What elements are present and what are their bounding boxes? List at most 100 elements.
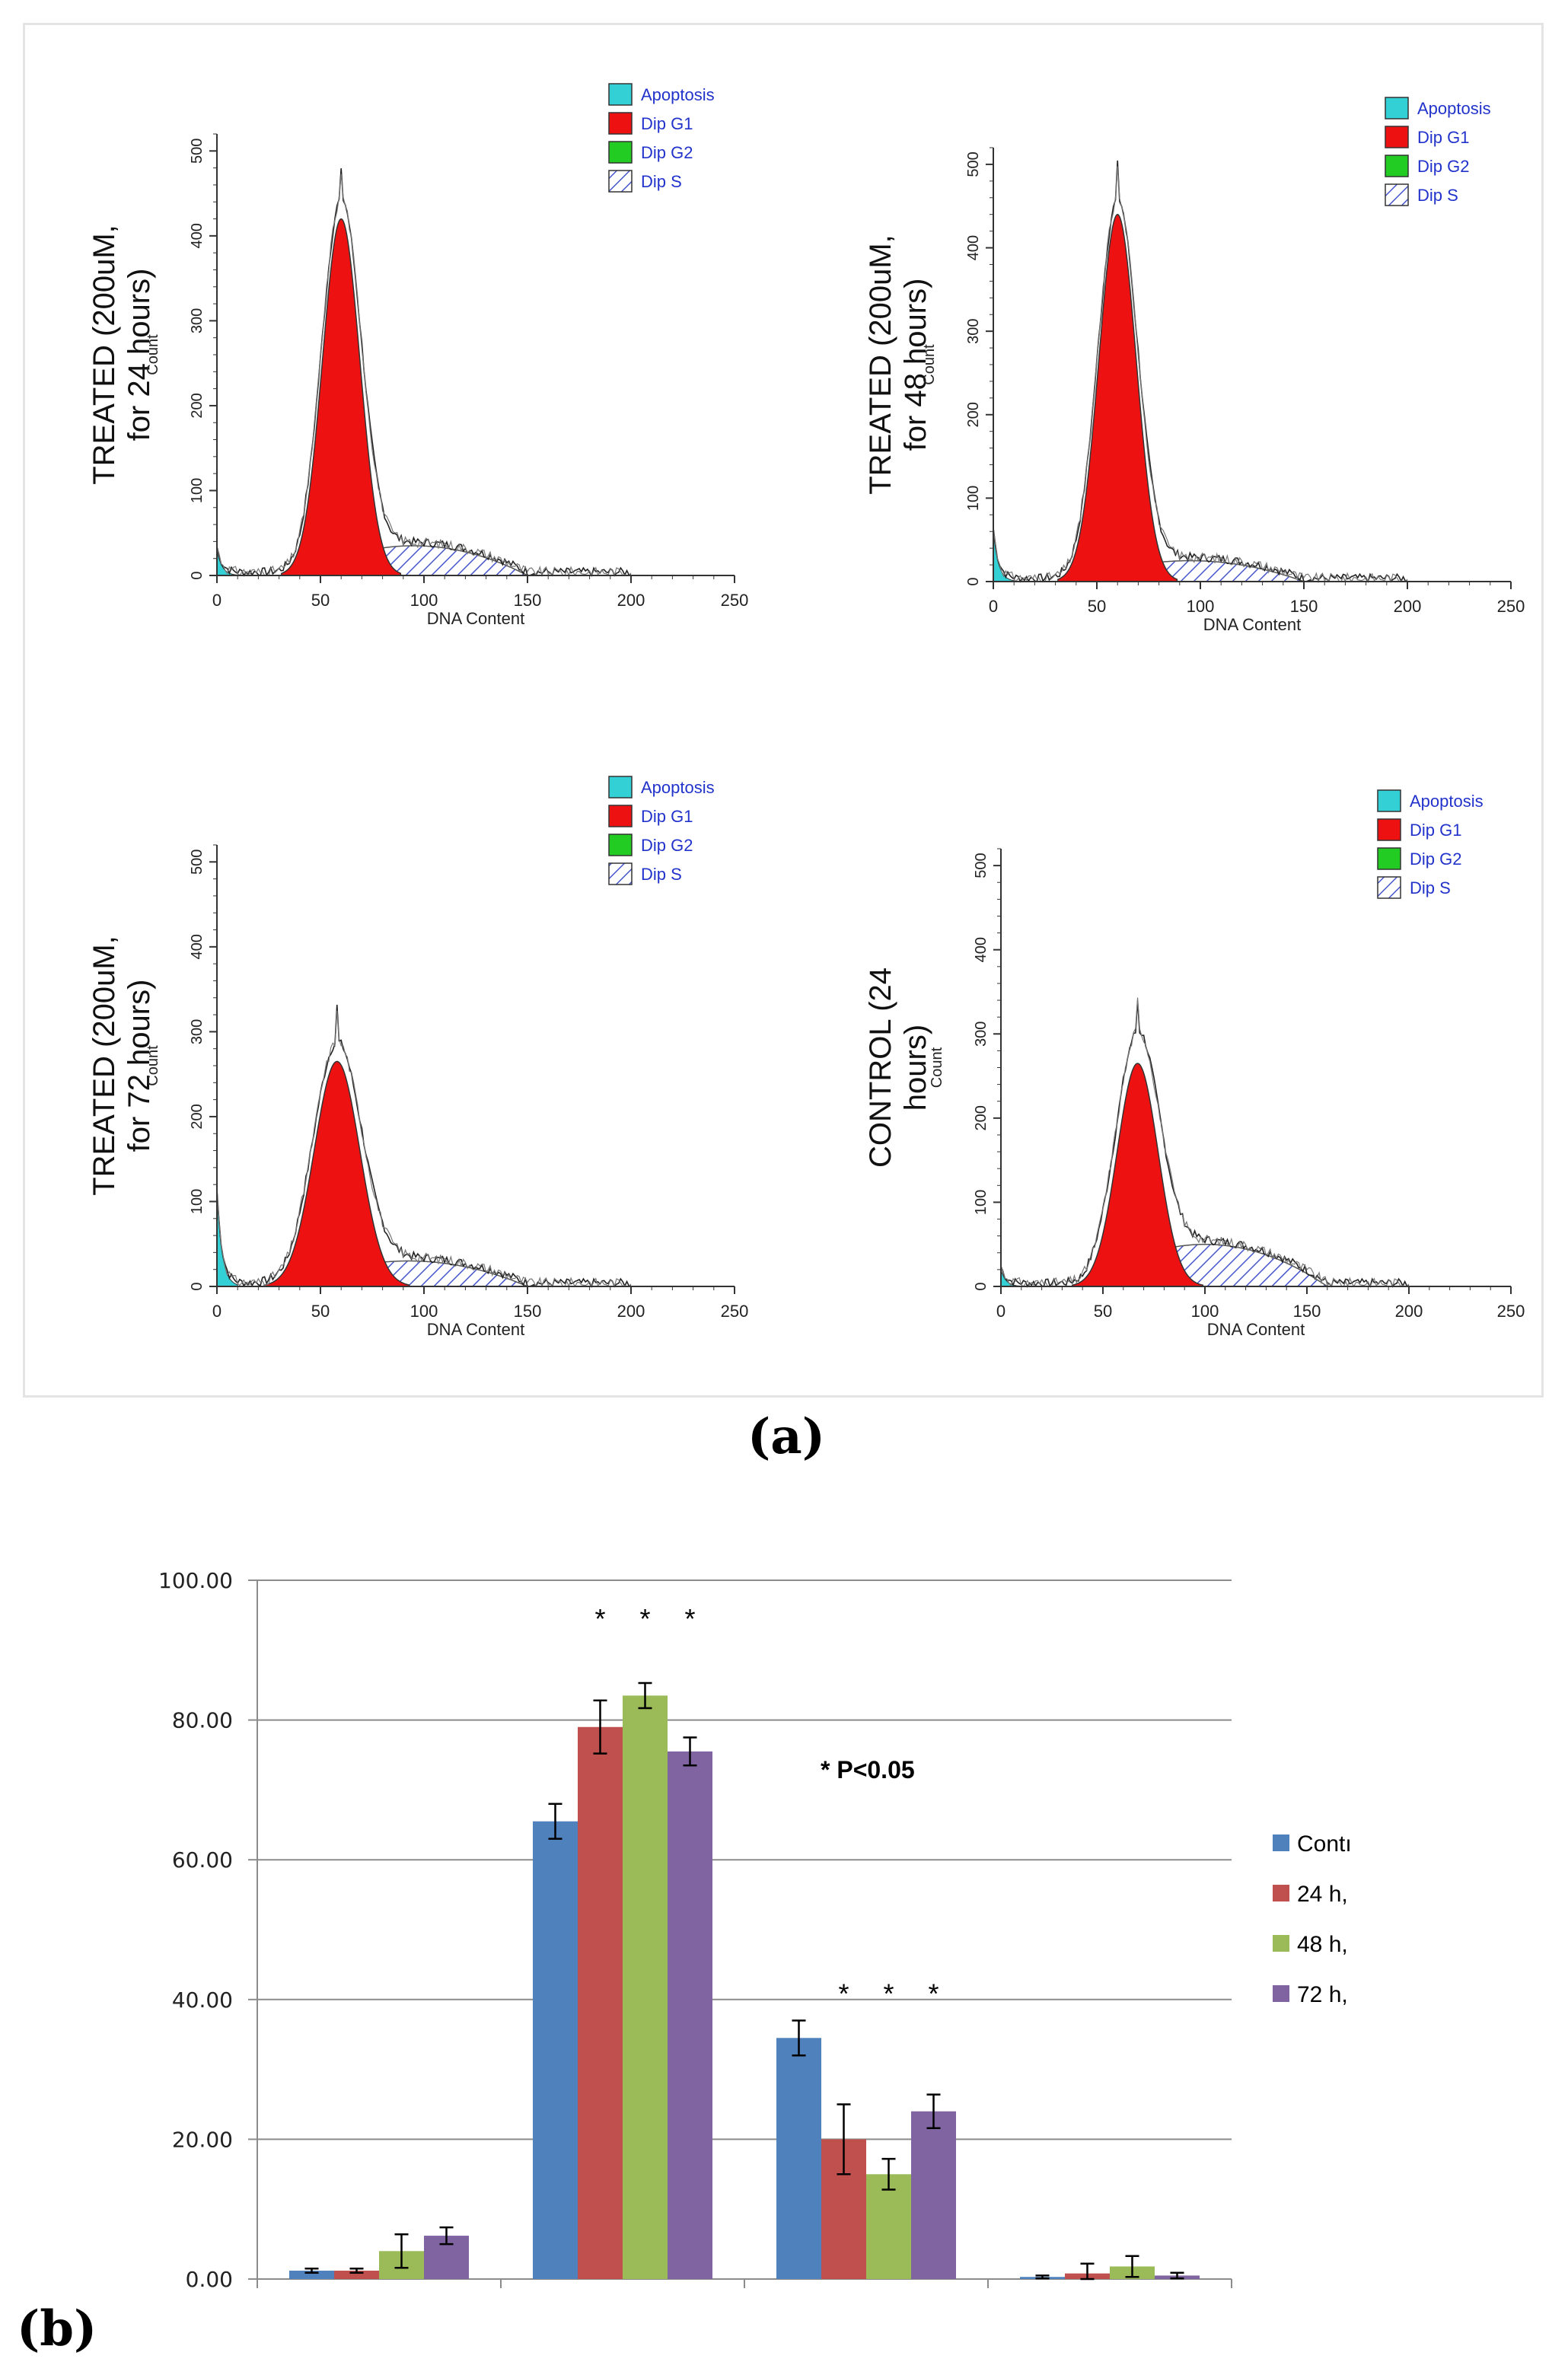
histogram-treated-24h: TREATED (200uM, for 24 hours)Count 0 50 100 1…	[88, 83, 749, 628]
panel-title-line: TREATED (200uM,	[88, 225, 121, 485]
y-tick-label: 200	[973, 1105, 990, 1130]
bar	[866, 2174, 911, 2279]
panel-title-line: TREATED (200uM,	[864, 234, 897, 495]
legend-label: Apoptosis	[641, 85, 715, 104]
bar	[776, 2038, 821, 2279]
legend-swatch	[608, 834, 633, 856]
legend-label: Apoptosis	[1417, 99, 1491, 118]
x-axis-label: DNA Content	[427, 1320, 524, 1339]
x-tick-label: 50	[311, 1302, 330, 1321]
legend-label: Dip G1	[1417, 128, 1469, 147]
y-tick-label: 0	[189, 1282, 206, 1290]
panel-title: TREATED (200uM, for 72 hours)	[88, 936, 156, 1196]
panel-title-line: hours)	[899, 1025, 932, 1111]
legend-label: Dip S	[1417, 186, 1458, 205]
raw-envelope-line	[993, 160, 1408, 583]
x-tick-label: 200	[1394, 597, 1422, 616]
legend-swatch	[608, 862, 633, 885]
x-axis-label: DNA Content	[1207, 1320, 1305, 1339]
bar-chart: 0.00 20.00 40.00 60.00 80.00 100.00 * * * * * * * P<…	[158, 1568, 1352, 2292]
y-tick-label: 100	[189, 1189, 206, 1214]
raw-envelope-line	[993, 166, 1408, 584]
legend-swatch	[1385, 155, 1409, 177]
y-tick-label: 100	[189, 478, 206, 503]
x-tick-label: 150	[1293, 1302, 1321, 1321]
y-tick-label: 40.00	[172, 1988, 233, 2013]
significance-star: *	[639, 1603, 650, 1634]
y-axis-label: Count	[145, 1045, 161, 1086]
raw-envelope-line	[1000, 1000, 1410, 1288]
raw-envelope-line	[216, 168, 632, 577]
y-tick-label: 300	[189, 308, 206, 333]
g1-peak-area	[1072, 1063, 1204, 1287]
x-tick-label: 0	[989, 597, 998, 616]
y-tick-label: 400	[973, 937, 990, 962]
x-tick-label: 250	[721, 1302, 749, 1321]
x-tick-label: 0	[212, 591, 221, 610]
x-tick-label: 200	[617, 1302, 645, 1321]
panel-title-line: for 48 hours)	[899, 279, 932, 451]
panel-a-label: (a)	[747, 1408, 826, 1465]
x-tick-label: 50	[1088, 597, 1106, 616]
x-tick-label: 250	[1497, 597, 1525, 616]
x-tick-label: 200	[617, 591, 645, 610]
legend-swatch	[1273, 1835, 1289, 1851]
legend-swatch	[608, 112, 633, 135]
significance-star: *	[684, 1603, 695, 1634]
panel-a-frame	[23, 23, 1544, 1398]
raw-envelope-line	[216, 174, 632, 578]
y-axis-label: Count	[929, 1047, 945, 1088]
legend-label: 48 h,	[1297, 1932, 1348, 1957]
y-tick-label: 0	[965, 577, 982, 585]
x-tick-label: 100	[410, 591, 438, 610]
significance-star: *	[883, 1978, 894, 2010]
y-tick-label: 500	[189, 850, 206, 875]
y-tick-label: 200	[189, 1104, 206, 1129]
panel-title-line: TREATED (200uM,	[88, 936, 121, 1196]
x-tick-label: 100	[410, 1302, 438, 1321]
legend-swatch	[1385, 126, 1409, 148]
y-tick-label: 0	[189, 571, 206, 579]
legend-label: Dip G2	[1417, 157, 1469, 176]
histogram-treated-72h: TREATED (200uM, for 72 hours)Count 0 50 100 1…	[88, 776, 749, 1339]
panel-title: TREATED (200uM, for 48 hours)	[864, 234, 932, 495]
legend-label: Dip G1	[1410, 821, 1461, 840]
panel-b-label: (b)	[17, 2300, 97, 2357]
x-tick-label: 100	[1191, 1302, 1219, 1321]
legend-label: Apoptosis	[1410, 792, 1484, 811]
y-tick-label: 200	[965, 402, 982, 427]
apoptosis-area	[993, 531, 1015, 582]
legend-label: Dip G1	[641, 807, 693, 826]
y-tick-label: 100	[965, 486, 982, 511]
g1-peak-area	[263, 1060, 411, 1287]
x-tick-label: 0	[996, 1302, 1005, 1321]
legend-label: 24 h,	[1297, 1882, 1348, 1907]
panel-title-line: CONTROL (24	[864, 967, 897, 1168]
legend-label: 72 h,	[1297, 1982, 1348, 2007]
legend-label: Dip S	[1410, 878, 1451, 897]
x-tick-label: 250	[721, 591, 749, 610]
y-axis-label: Count	[921, 344, 938, 385]
y-tick-label: 200	[189, 393, 206, 418]
legend-label: Dip G2	[641, 143, 693, 162]
y-tick-label: 500	[965, 151, 982, 177]
y-tick-label: 0.00	[186, 2267, 233, 2292]
legend-swatch	[1377, 847, 1401, 870]
x-tick-label: 150	[1290, 597, 1318, 616]
g1-peak-area	[281, 218, 402, 576]
legend-swatch	[1377, 789, 1401, 812]
x-tick-label: 100	[1187, 597, 1215, 616]
x-tick-label: 50	[311, 591, 330, 610]
legend-swatch	[608, 776, 633, 799]
legend-label: Dip S	[641, 865, 682, 884]
y-tick-label: 400	[189, 223, 206, 248]
bar	[668, 1751, 712, 2279]
y-tick-label: 300	[189, 1019, 206, 1044]
bar	[289, 2270, 334, 2279]
bar	[578, 1726, 623, 2279]
legend-swatch	[608, 83, 633, 106]
bar	[911, 2111, 956, 2279]
bar	[533, 1821, 578, 2279]
y-tick-label: 100.00	[158, 1568, 233, 1593]
x-tick-label: 50	[1094, 1302, 1112, 1321]
